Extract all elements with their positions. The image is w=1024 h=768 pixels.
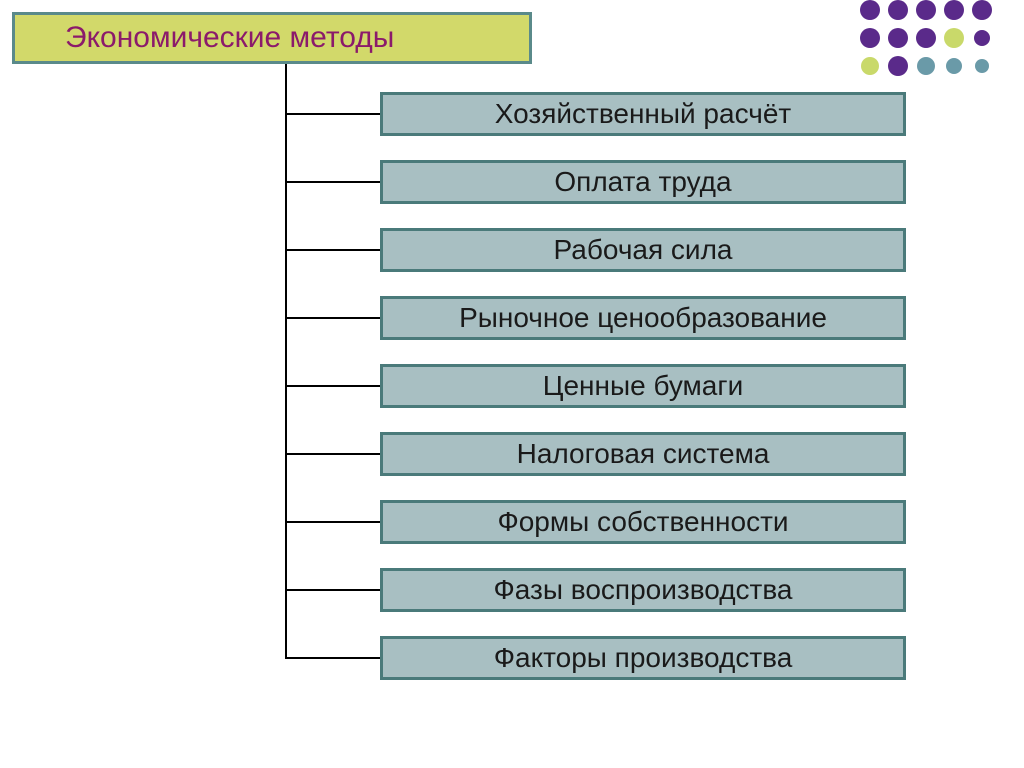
decoration-dot [860, 0, 880, 20]
decoration-dot [888, 56, 908, 76]
decoration-dot [917, 57, 935, 75]
decoration-dot [944, 28, 964, 48]
decoration-dot [972, 0, 992, 20]
connector-branch [285, 249, 380, 251]
item-label: Оплата труда [554, 166, 731, 198]
item-label: Фазы воспроизводства [493, 574, 792, 606]
header-box: Экономические методы [12, 12, 532, 64]
decoration-dot [975, 59, 989, 73]
item-box: Оплата труда [380, 160, 906, 204]
decoration-dot [860, 28, 880, 48]
connector-branch [285, 113, 380, 115]
item-box: Рыночное ценообразование [380, 296, 906, 340]
item-box: Факторы производства [380, 636, 906, 680]
item-label: Хозяйственный расчёт [495, 98, 792, 130]
item-label: Налоговая система [517, 438, 770, 470]
item-box: Ценные бумаги [380, 364, 906, 408]
item-label: Рабочая сила [554, 234, 733, 266]
item-box: Налоговая система [380, 432, 906, 476]
decoration-dot [888, 28, 908, 48]
decoration-dot [946, 58, 962, 74]
decoration-dot [888, 0, 908, 20]
decoration-dot [916, 0, 936, 20]
connector-branch [285, 317, 380, 319]
decoration-dot [916, 28, 936, 48]
item-label: Факторы производства [494, 642, 793, 674]
connector-branch [285, 521, 380, 523]
item-label: Ценные бумаги [543, 370, 743, 402]
connector-branch [285, 589, 380, 591]
header-text: Экономические методы [65, 21, 394, 55]
item-box: Фазы воспроизводства [380, 568, 906, 612]
connector-branch [285, 385, 380, 387]
connector-trunk [285, 64, 287, 658]
item-box: Хозяйственный расчёт [380, 92, 906, 136]
connector-branch [285, 181, 380, 183]
connector-branch [285, 453, 380, 455]
item-box: Рабочая сила [380, 228, 906, 272]
decoration-dot [974, 30, 990, 46]
decoration-dot [861, 57, 879, 75]
item-label: Рыночное ценообразование [459, 302, 827, 334]
item-label: Формы собственности [497, 506, 788, 538]
item-box: Формы собственности [380, 500, 906, 544]
decoration-dot [944, 0, 964, 20]
connector-branch [285, 657, 380, 659]
